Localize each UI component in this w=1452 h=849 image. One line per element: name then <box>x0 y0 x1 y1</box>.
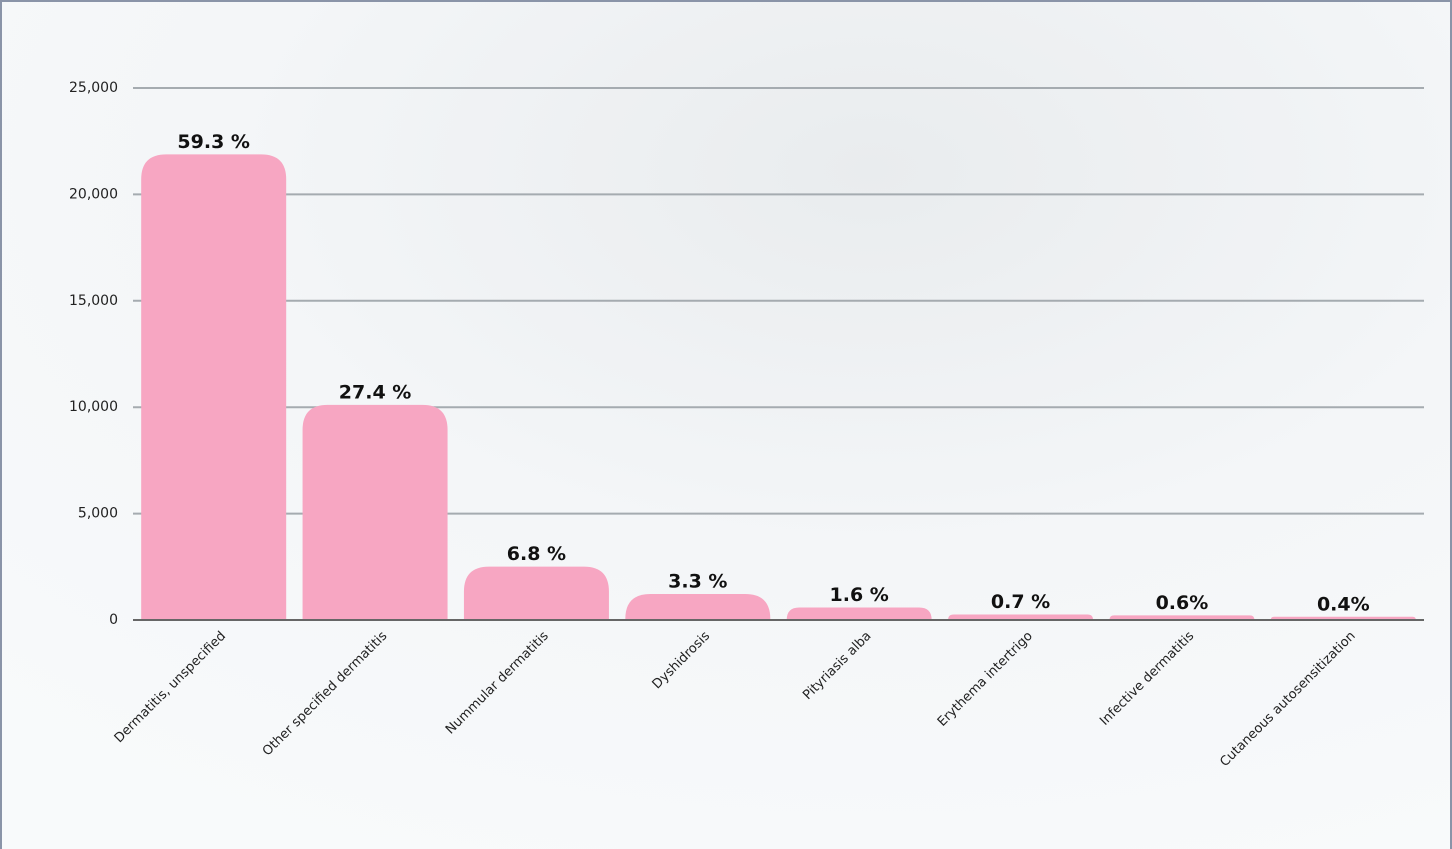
y-tick-label: 0 <box>109 612 118 628</box>
data-label: 3.3 % <box>668 571 727 593</box>
bar <box>141 154 287 620</box>
bar <box>1109 615 1255 620</box>
bar <box>625 594 771 620</box>
bar <box>948 614 1094 620</box>
y-tick-label: 5,000 <box>78 506 118 522</box>
bar <box>302 404 448 620</box>
y-tick-label: 20,000 <box>69 186 118 202</box>
data-label: 0.4% <box>1317 593 1370 615</box>
bar <box>463 566 609 620</box>
y-tick-label: 15,000 <box>69 293 118 309</box>
data-label: 1.6 % <box>830 584 889 606</box>
bar <box>786 607 932 620</box>
y-tick-label: 25,000 <box>69 80 118 96</box>
y-tick-label: 10,000 <box>69 399 118 415</box>
data-label: 27.4 % <box>339 381 412 403</box>
data-label: 59.3 % <box>177 131 250 153</box>
data-label: 0.7 % <box>991 591 1050 613</box>
data-label: 6.8 % <box>507 543 566 565</box>
data-label: 0.6% <box>1156 592 1209 614</box>
